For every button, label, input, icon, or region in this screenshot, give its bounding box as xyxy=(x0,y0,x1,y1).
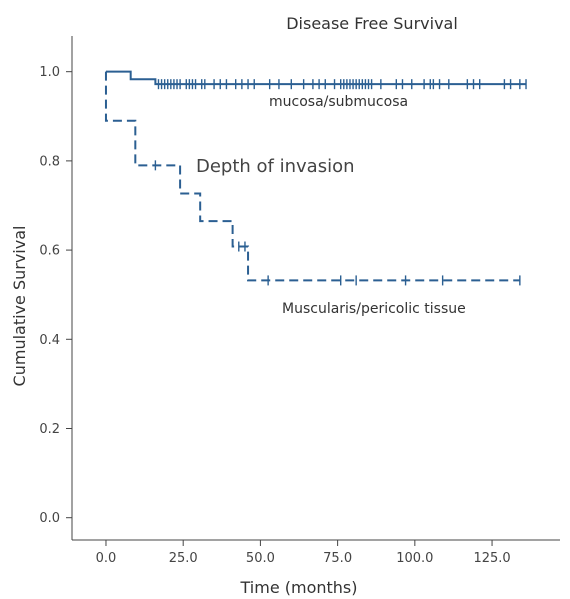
series-label-muscularis: Muscularis/pericolic tissue xyxy=(282,301,466,317)
x-tick-label: 25.0 xyxy=(169,551,198,566)
y-tick-label: 1.0 xyxy=(39,65,60,80)
x-axis-title: Time (months) xyxy=(240,578,358,597)
series-marks xyxy=(104,70,527,286)
y-tick-label: 0.4 xyxy=(39,333,60,348)
axes: 0.0 25.0 50.0 75.0 100.0 125.0 0.0 0.2 0.4 0.6 0.8… xyxy=(39,36,560,566)
y-tick-label: 0.6 xyxy=(39,244,60,259)
y-axis-title: Cumulative Survival xyxy=(10,226,29,387)
x-tick-label: 100.0 xyxy=(396,551,433,566)
series-label-mucosa: mucosa/submucosa xyxy=(269,94,408,110)
x-tick-label: 50.0 xyxy=(246,551,275,566)
x-tick-label: 0.0 xyxy=(96,551,117,566)
series-line-mucosa xyxy=(105,70,527,86)
x-tick-label: 75.0 xyxy=(323,551,352,566)
y-tick-label: 0.0 xyxy=(39,511,60,526)
y-tick-label: 0.2 xyxy=(39,422,60,437)
annotation-depth-of-invasion: Depth of invasion xyxy=(196,156,355,177)
y-tick-label: 0.8 xyxy=(39,154,60,169)
series-line-muscularis xyxy=(104,71,520,282)
chart-title: Disease Free Survival xyxy=(286,14,458,33)
x-tick-label: 125.0 xyxy=(473,551,510,566)
